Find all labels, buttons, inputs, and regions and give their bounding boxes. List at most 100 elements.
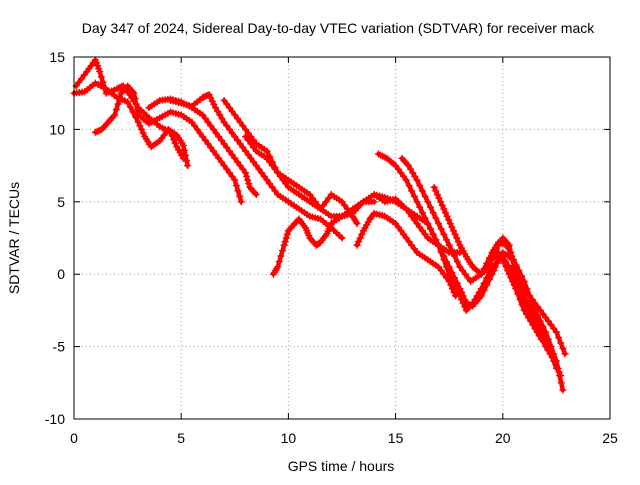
data-point-marker [242,147,250,155]
data-point-marker [370,198,378,206]
data-point-marker [180,146,188,154]
x-tick-label: 25 [602,430,618,446]
data-point-marker [283,230,291,238]
data-point-marker [394,165,402,173]
data-point-marker [528,296,536,304]
data-point-marker [95,127,103,135]
data-point-marker [116,83,124,91]
data-point-marker [317,205,325,213]
data-point-marker [245,180,253,188]
data-point-marker [508,256,516,264]
data-point-marker [550,325,558,332]
data-point-marker [204,140,212,148]
data-point-marker [429,209,437,217]
data-point-marker [236,140,244,148]
data-point-marker [408,187,416,195]
data-point-marker [228,107,236,115]
data-point-marker [459,299,467,307]
data-point-marker [461,270,469,278]
data-point-marker [319,201,327,209]
data-point-marker [134,118,142,126]
data-point-marker [223,100,231,108]
data-point-marker [421,230,429,238]
data-point-marker [424,198,432,206]
data-point-marker [559,386,567,394]
data-point-marker [416,203,424,211]
data-point-marker [413,220,421,228]
data-point-marker [432,214,440,222]
data-point-marker [208,97,216,105]
data-point-marker [228,129,236,137]
series-track-07 [242,133,361,228]
data-point-marker [505,241,513,249]
data-point-marker [434,263,442,271]
data-point-marker [271,165,279,173]
data-point-marker [557,339,565,347]
data-point-marker [277,252,285,260]
data-point-marker [228,172,236,180]
data-point-marker [495,241,503,249]
data-point-marker [247,140,255,148]
x-tick-label: 15 [388,430,404,446]
data-point-marker [129,108,137,116]
data-point-marker [188,118,196,126]
data-point-marker [126,103,134,111]
data-point-marker [242,169,250,177]
data-point-marker [451,281,459,289]
data-point-marker [243,172,251,180]
data-point-marker [244,176,252,184]
series-track-05 [166,91,346,242]
data-point-marker [451,230,459,238]
data-point-marker [561,350,569,358]
data-point-marker [416,223,424,231]
data-point-marker [453,258,461,266]
data-point-marker [218,115,226,123]
data-point-marker [424,220,432,228]
data-point-marker [445,216,453,224]
data-point-marker [458,296,466,304]
data-point-marker [416,182,424,190]
data-point-marker [356,234,364,242]
data-point-marker [166,128,174,136]
data-point-marker [448,247,456,255]
data-point-marker [473,292,481,300]
data-point-marker [529,321,537,329]
data-point-marker [325,194,333,202]
data-point-marker [485,268,493,276]
data-point-marker [405,182,413,190]
data-point-marker [418,187,426,195]
x-tick-label: 0 [70,430,78,446]
data-point-marker [508,277,516,285]
data-point-marker [209,147,217,155]
data-point-marker [437,198,445,206]
data-point-marker [531,325,539,332]
data-point-marker [237,198,245,206]
series-track-01 [70,79,192,170]
data-point-marker [239,165,247,173]
data-point-marker [483,274,491,282]
data-point-marker [279,247,287,255]
data-point-marker [507,274,515,282]
data-point-marker [239,144,247,151]
data-point-marker [268,183,276,191]
data-point-marker [255,165,263,173]
data-point-marker [225,125,233,133]
data-point-marker [244,136,252,144]
data-point-marker [512,285,520,293]
data-point-marker [411,172,419,180]
data-point-marker [510,281,518,289]
data-point-marker [546,343,554,351]
data-point-marker [171,139,179,147]
data-point-marker [133,105,141,113]
data-point-marker [239,122,247,130]
data-point-marker [392,162,400,170]
data-point-marker [441,209,449,217]
data-point-marker [263,176,271,184]
data-point-marker [280,241,288,249]
plot-frame [73,56,611,420]
data-point-marker [505,270,513,278]
data-point-marker [268,162,276,170]
data-point-marker [542,314,550,322]
data-point-marker [207,122,215,130]
data-point-marker [449,227,457,235]
